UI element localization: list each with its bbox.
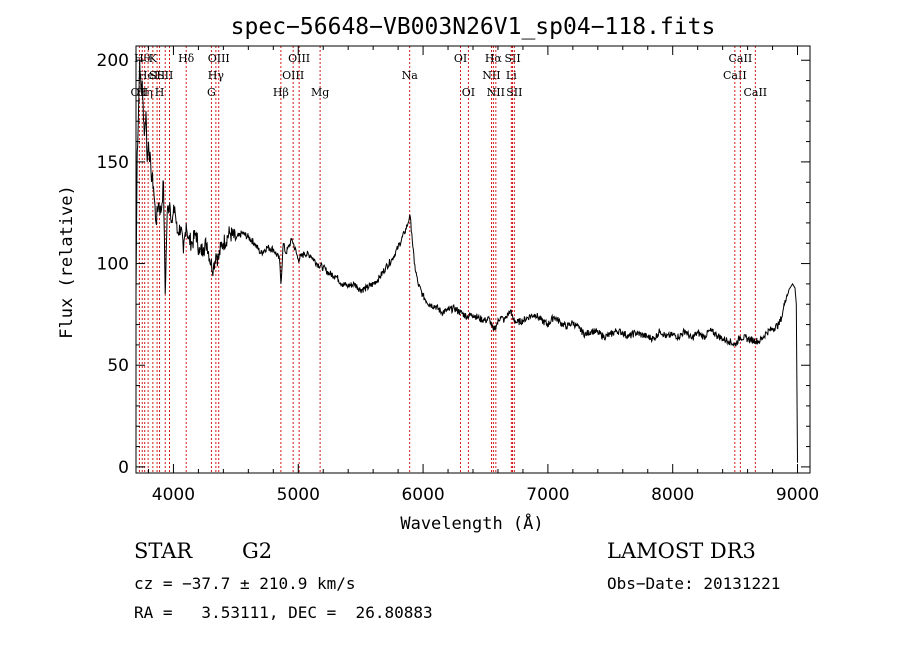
marker-label-7: SII bbox=[157, 69, 173, 82]
marker-label-20: NII bbox=[482, 69, 500, 82]
y-axis-label: Flux (relative) bbox=[57, 185, 77, 339]
marker-label-1: Hθ bbox=[134, 52, 151, 65]
observation-date: Obs−Date: 20131221 bbox=[607, 574, 781, 593]
marker-label-27: CaII bbox=[729, 52, 753, 65]
marker-label-6: H bbox=[155, 86, 165, 99]
object-class: STAR bbox=[134, 539, 193, 563]
marker-label-18: OI bbox=[454, 52, 467, 65]
x-axis-label: Wavelength (Å) bbox=[400, 512, 543, 534]
x-tick-label-4: 8000 bbox=[651, 485, 694, 505]
marker-label-21: Hα bbox=[485, 52, 503, 65]
marker-label-9: Hδ bbox=[178, 52, 195, 65]
marker-label-12: OIII bbox=[208, 52, 230, 65]
redshift-velocity: cz = −37.7 ± 210.9 km/s bbox=[134, 574, 356, 593]
y-tick-label-4: 200 bbox=[97, 51, 129, 71]
y-axis: 0 50 100 150 200 bbox=[97, 51, 810, 478]
marker-label-17: Na bbox=[402, 69, 419, 82]
marker-label-16: Mg bbox=[311, 86, 329, 99]
marker-label-13: Hβ bbox=[273, 86, 289, 99]
marker-label-23: Li bbox=[506, 69, 517, 82]
y-tick-label-2: 100 bbox=[97, 255, 129, 275]
x-axis: 4000 5000 6000 7000 8000 9000 bbox=[147, 46, 819, 505]
x-tick-label-5: 9000 bbox=[776, 485, 819, 505]
x-tick-label-2: 6000 bbox=[401, 485, 444, 505]
y-tick-label-0: 0 bbox=[118, 458, 129, 478]
spectrum-line bbox=[135, 60, 798, 463]
marker-label-10: G bbox=[207, 86, 216, 99]
sky-coordinates: RA = 3.53111, DEC = 26.80883 bbox=[134, 603, 433, 622]
marker-label-4: K bbox=[149, 52, 158, 65]
marker-label-15: OIII bbox=[288, 52, 310, 65]
marker-label-5: SII bbox=[149, 69, 165, 82]
marker-label-26: CaII bbox=[723, 69, 747, 82]
plot-frame bbox=[135, 45, 811, 474]
marker-label-24: SII bbox=[504, 52, 520, 65]
y-tick-label-3: 150 bbox=[97, 153, 129, 173]
x-tick-label-3: 7000 bbox=[526, 485, 569, 505]
spectrum-line-group bbox=[135, 60, 798, 463]
marker-label-14: OIII bbox=[282, 69, 304, 82]
marker-label-19: OI bbox=[462, 86, 475, 99]
x-tick-label-1: 5000 bbox=[277, 485, 320, 505]
marker-label-11: Hγ bbox=[208, 69, 225, 82]
marker-label-28: CaII bbox=[743, 86, 767, 99]
y-tick-label-1: 50 bbox=[107, 356, 129, 376]
marker-label-25: SII bbox=[506, 86, 522, 99]
x-tick-label-0: 4000 bbox=[152, 485, 195, 505]
chart-title: spec−56648−VB003N26V1_sp04−118.fits bbox=[231, 14, 716, 40]
survey-name: LAMOST DR3 bbox=[607, 539, 756, 563]
marker-label-22: NII bbox=[487, 86, 505, 99]
spectral-line-markers: OIIHθHηHeIKSIIHSIIHδGHγOIIIHβOIIIOIIIMgN… bbox=[131, 46, 767, 473]
object-subclass: G2 bbox=[242, 539, 273, 563]
